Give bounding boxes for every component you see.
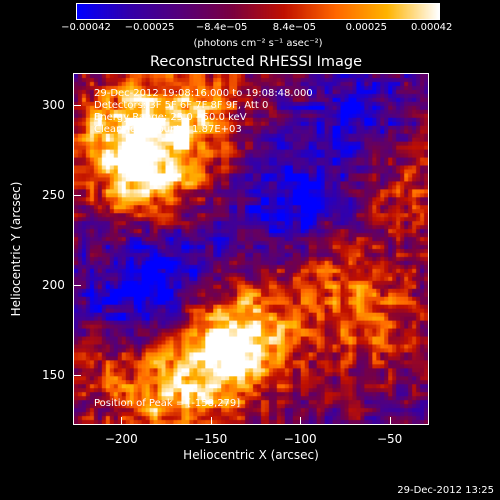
colorbar-units: (photons cm⁻² s⁻¹ asec⁻²) xyxy=(193,38,323,49)
colorbar-tick-label: 0.00025 xyxy=(345,22,388,33)
colorbar-tick-label: −0.00025 xyxy=(124,22,175,33)
y-tick-label: 250 xyxy=(42,188,65,203)
annotation-time: 29-Dec-2012 19:08:16.000 to 19:08:48.000 xyxy=(94,88,313,99)
plot-area: 29-Dec-2012 19:08:16.000 to 19:08:48.000… xyxy=(73,73,429,425)
x-tick-label: −150 xyxy=(194,432,228,446)
timestamp: 29-Dec-2012 13:25 xyxy=(397,485,494,496)
x-tick-mark xyxy=(389,417,391,425)
x-tick-label: −100 xyxy=(283,432,317,446)
y-axis-label: Heliocentric Y (arcsec) xyxy=(9,181,23,317)
colorbar-tick-label: −0.00042 xyxy=(61,22,111,33)
y-tick-label: 200 xyxy=(42,277,65,292)
colorbar-gradient xyxy=(77,4,439,19)
chart-title: Reconstructed RHESSI Image xyxy=(149,54,363,70)
x-tick-mark xyxy=(210,417,212,425)
y-tick-mark xyxy=(73,105,81,107)
x-tick-mark xyxy=(300,417,302,425)
y-tick-mark xyxy=(73,284,81,286)
x-tick-mark xyxy=(121,417,123,425)
colorbar-tick-label: −8.4e−05 xyxy=(195,22,248,33)
colorbar xyxy=(76,3,440,20)
x-axis-label: Heliocentric X (arcsec) xyxy=(183,448,319,462)
y-tick-label: 150 xyxy=(42,367,65,382)
x-tick-label: −200 xyxy=(104,432,138,446)
y-tick-label: 300 xyxy=(42,98,65,113)
annotation-clean: Clean Total counts: 1.87E+03 xyxy=(94,124,242,135)
y-tick-mark xyxy=(73,195,81,197)
heatmap-image xyxy=(74,74,428,424)
y-tick-mark xyxy=(73,374,81,376)
annotation-peak: Position of Peak = [-158,279] xyxy=(94,398,241,409)
annotation-energy: Energy Range: 25.0 - 50.0 keV xyxy=(94,112,247,123)
colorbar-tick-label: 8.4e−05 xyxy=(272,22,316,33)
annotation-detectors: Detectors: 3F 5F 6F 7F 8F 9F, Att 0 xyxy=(94,100,269,111)
x-tick-label: −50 xyxy=(376,432,403,446)
colorbar-tick-label: 0.00042 xyxy=(411,22,453,33)
